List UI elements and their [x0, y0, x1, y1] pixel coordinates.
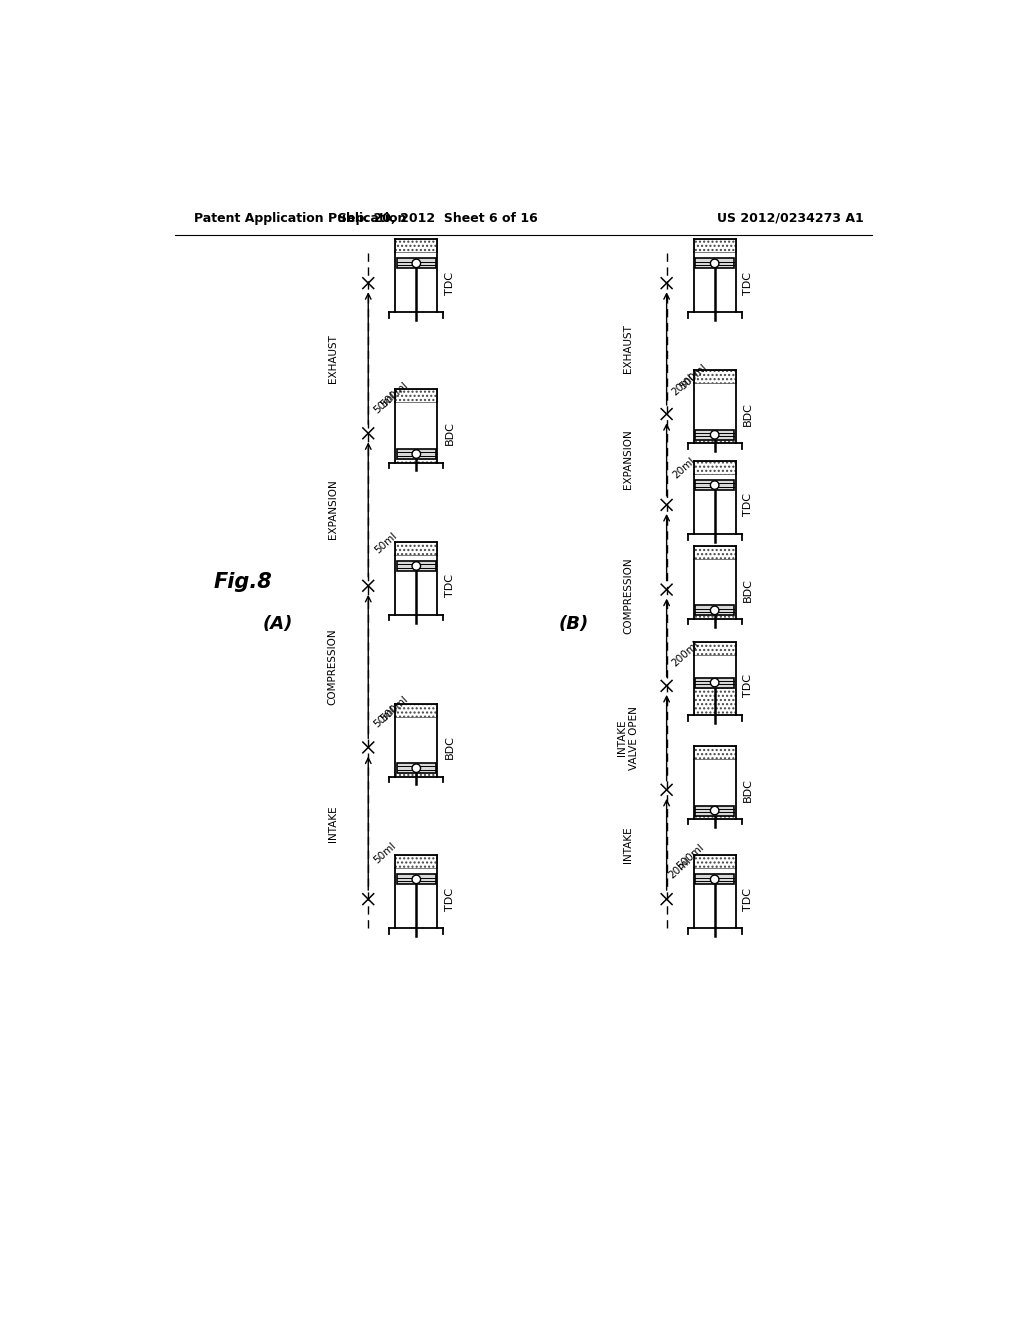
Text: TDC: TDC [743, 494, 754, 516]
Bar [693, 615, 735, 619]
Text: 200ml: 200ml [670, 639, 700, 668]
Bar [395, 239, 437, 252]
Text: BDC: BDC [743, 578, 754, 602]
Text: INTAKE
VALVE OPEN: INTAKE VALVE OPEN [617, 706, 639, 770]
Text: BDC: BDC [743, 777, 754, 801]
Bar [693, 642, 735, 655]
Text: INTAKE: INTAKE [328, 805, 338, 842]
Bar [693, 252, 735, 259]
Text: 20ml: 20ml [670, 372, 696, 397]
Text: 50ml: 50ml [372, 704, 397, 729]
Circle shape [711, 606, 719, 615]
Text: Patent Application Publication: Patent Application Publication [194, 213, 407, 224]
Bar [695, 430, 734, 440]
Bar [695, 606, 734, 615]
Text: COMPRESSION: COMPRESSION [623, 557, 633, 634]
Text: EXHAUST: EXHAUST [623, 325, 633, 374]
Bar [397, 763, 435, 774]
Bar [395, 554, 437, 561]
Bar [395, 403, 437, 449]
Circle shape [412, 259, 421, 268]
Bar [693, 816, 735, 818]
Bar [693, 370, 735, 383]
Circle shape [412, 562, 421, 570]
Text: TDC: TDC [743, 675, 754, 697]
Text: (A): (A) [262, 615, 293, 634]
Text: 500ml: 500ml [379, 694, 411, 723]
Bar [395, 389, 437, 403]
Text: 500ml: 500ml [678, 363, 709, 392]
Bar [693, 746, 735, 759]
Text: 50ml: 50ml [373, 531, 399, 556]
Circle shape [711, 807, 719, 814]
Bar [693, 239, 735, 252]
Bar [395, 869, 437, 874]
Text: TDC: TDC [743, 887, 754, 911]
Bar [693, 558, 735, 606]
Circle shape [711, 259, 719, 268]
Text: (B): (B) [558, 615, 589, 634]
Text: US 2012/0234273 A1: US 2012/0234273 A1 [717, 213, 864, 224]
Circle shape [711, 875, 719, 883]
Text: EXHAUST: EXHAUST [328, 334, 338, 383]
Bar [693, 688, 735, 715]
Bar [693, 655, 735, 677]
Text: Fig.8: Fig.8 [213, 572, 272, 591]
Bar [693, 869, 735, 874]
Text: 50ml: 50ml [372, 841, 398, 866]
Text: TDC: TDC [743, 272, 754, 294]
Bar [695, 259, 734, 268]
Text: TDC: TDC [445, 887, 455, 911]
Text: BDC: BDC [445, 735, 455, 759]
Bar [395, 541, 437, 554]
Bar [397, 449, 435, 459]
Text: 20ml: 20ml [667, 855, 693, 880]
Text: EXPANSION: EXPANSION [623, 429, 633, 490]
Text: TDC: TDC [445, 272, 455, 294]
Bar [395, 459, 437, 462]
Bar [693, 855, 735, 869]
Bar [693, 440, 735, 444]
Circle shape [412, 764, 421, 772]
Text: INTAKE: INTAKE [623, 826, 633, 863]
Bar [397, 259, 435, 268]
Bar [397, 874, 435, 884]
Bar [693, 461, 735, 474]
Circle shape [711, 678, 719, 686]
Text: BDC: BDC [445, 421, 455, 445]
Text: EXPANSION: EXPANSION [328, 479, 338, 540]
Circle shape [711, 480, 719, 490]
Text: COMPRESSION: COMPRESSION [328, 628, 338, 705]
Text: 50ml: 50ml [372, 389, 397, 414]
Bar [395, 774, 437, 776]
Bar [693, 759, 735, 805]
Bar [695, 874, 734, 884]
Circle shape [412, 450, 421, 458]
Bar [695, 805, 734, 816]
Bar [693, 474, 735, 480]
Text: Sep. 20, 2012  Sheet 6 of 16: Sep. 20, 2012 Sheet 6 of 16 [338, 213, 538, 224]
Bar [693, 383, 735, 430]
Circle shape [711, 430, 719, 440]
Bar [695, 677, 734, 688]
Bar [395, 252, 437, 259]
Bar [395, 717, 437, 763]
Circle shape [412, 875, 421, 883]
Text: TDC: TDC [445, 574, 455, 597]
Text: 500ml: 500ml [675, 842, 706, 871]
Bar [395, 704, 437, 717]
Text: 20ml: 20ml [672, 455, 697, 480]
Bar [695, 480, 734, 490]
Text: 500ml: 500ml [379, 380, 411, 409]
Bar [693, 545, 735, 558]
Bar [397, 561, 435, 572]
Text: BDC: BDC [743, 403, 754, 426]
Bar [395, 855, 437, 869]
